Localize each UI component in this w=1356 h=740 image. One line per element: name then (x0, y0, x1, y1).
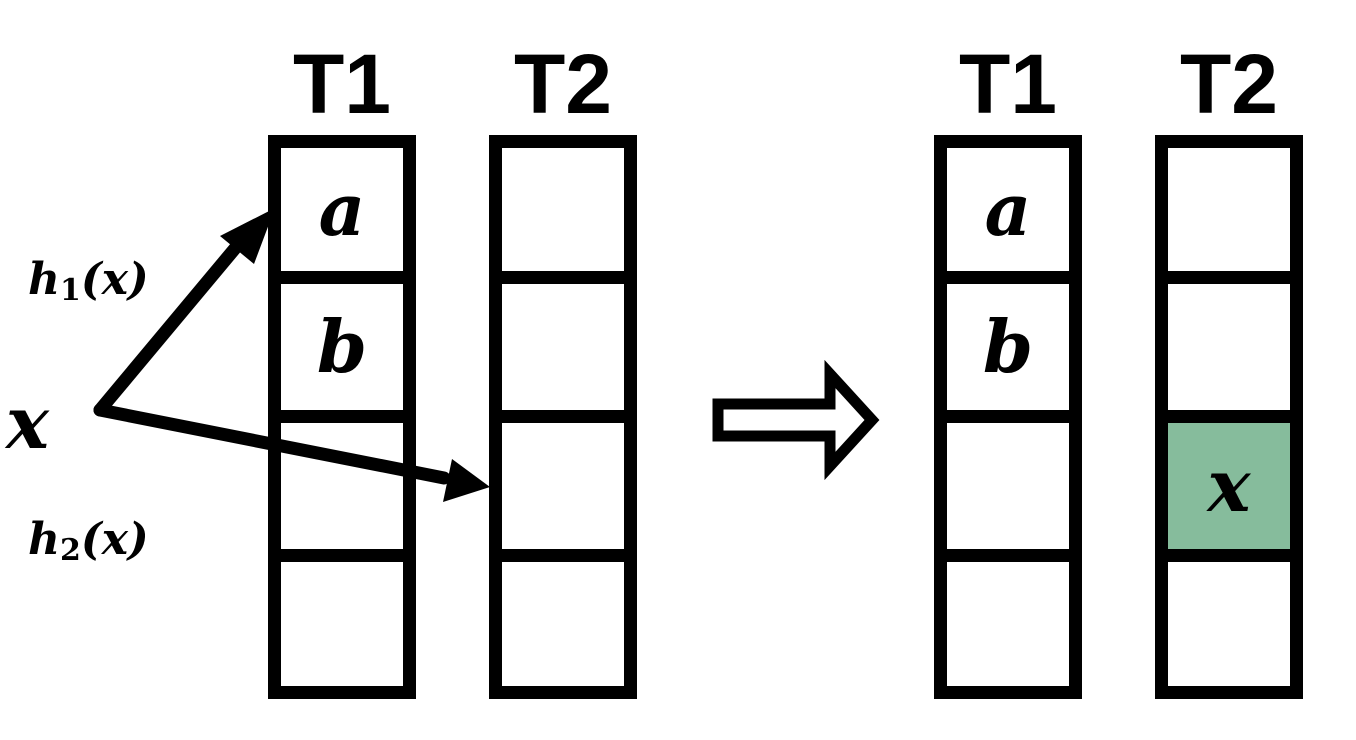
hash-function-h1-label: h1(x) (28, 254, 149, 308)
h2-argument: (x) (80, 514, 149, 565)
cell-value: b (982, 304, 1034, 389)
right-t2-label: T2 (1179, 37, 1279, 131)
right-t2-cell-1 (1155, 271, 1303, 423)
h2-arrow (93, 403, 490, 502)
right-t1-cell-1: b (934, 271, 1082, 423)
h2-name: h (28, 514, 60, 565)
left-t1-cell-1: b (268, 271, 416, 423)
left-t2-cell-3 (489, 549, 637, 699)
h1-name: h (28, 254, 60, 305)
right-t1-label: T1 (958, 37, 1058, 131)
transition-arrow (712, 359, 880, 481)
h1-arrow (93, 208, 275, 417)
left-t2-cell-1 (489, 271, 637, 423)
input-key-x: x (6, 380, 49, 465)
cell-value: a (318, 166, 366, 252)
cell-value: x (1207, 443, 1251, 528)
left-t1-cell-0: a (268, 135, 416, 284)
h1-argument: (x) (80, 254, 149, 305)
left-t1-label: T1 (292, 37, 392, 131)
right-t1-cell-3 (934, 549, 1082, 699)
right-t2-cell-3 (1155, 549, 1303, 699)
h1-subscript: 1 (60, 273, 81, 308)
cell-value: a (984, 166, 1032, 252)
left-t1-cell-3 (268, 549, 416, 699)
right-t1-cell-2 (934, 410, 1082, 562)
right-t2-cell-2-inserted: x (1155, 410, 1303, 562)
left-t2-cell-0 (489, 135, 637, 284)
cell-value: b (316, 304, 368, 389)
hash-function-h2-label: h2(x) (28, 514, 149, 568)
h2-subscript: 2 (60, 533, 81, 568)
left-t2-label: T2 (513, 37, 613, 131)
